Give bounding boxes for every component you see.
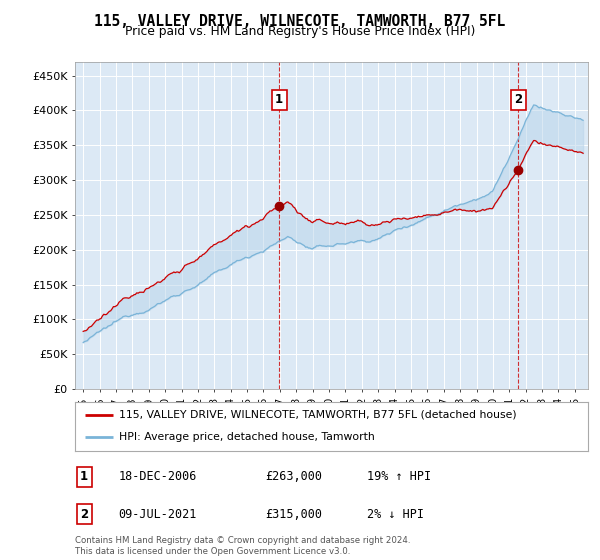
Text: 115, VALLEY DRIVE, WILNECOTE, TAMWORTH, B77 5FL: 115, VALLEY DRIVE, WILNECOTE, TAMWORTH, … — [94, 14, 506, 29]
Text: 2: 2 — [80, 508, 88, 521]
Text: 2: 2 — [514, 94, 522, 106]
Text: HPI: Average price, detached house, Tamworth: HPI: Average price, detached house, Tamw… — [119, 432, 374, 442]
Text: £263,000: £263,000 — [265, 470, 322, 483]
Text: 1: 1 — [80, 470, 88, 483]
Text: 1: 1 — [275, 94, 283, 106]
Text: 2% ↓ HPI: 2% ↓ HPI — [367, 508, 424, 521]
Text: 19% ↑ HPI: 19% ↑ HPI — [367, 470, 431, 483]
Text: 115, VALLEY DRIVE, WILNECOTE, TAMWORTH, B77 5FL (detached house): 115, VALLEY DRIVE, WILNECOTE, TAMWORTH, … — [119, 410, 516, 420]
Text: 18-DEC-2006: 18-DEC-2006 — [119, 470, 197, 483]
Text: 09-JUL-2021: 09-JUL-2021 — [119, 508, 197, 521]
Text: Price paid vs. HM Land Registry's House Price Index (HPI): Price paid vs. HM Land Registry's House … — [125, 25, 475, 38]
Text: £315,000: £315,000 — [265, 508, 322, 521]
Text: Contains HM Land Registry data © Crown copyright and database right 2024.
This d: Contains HM Land Registry data © Crown c… — [75, 536, 410, 556]
